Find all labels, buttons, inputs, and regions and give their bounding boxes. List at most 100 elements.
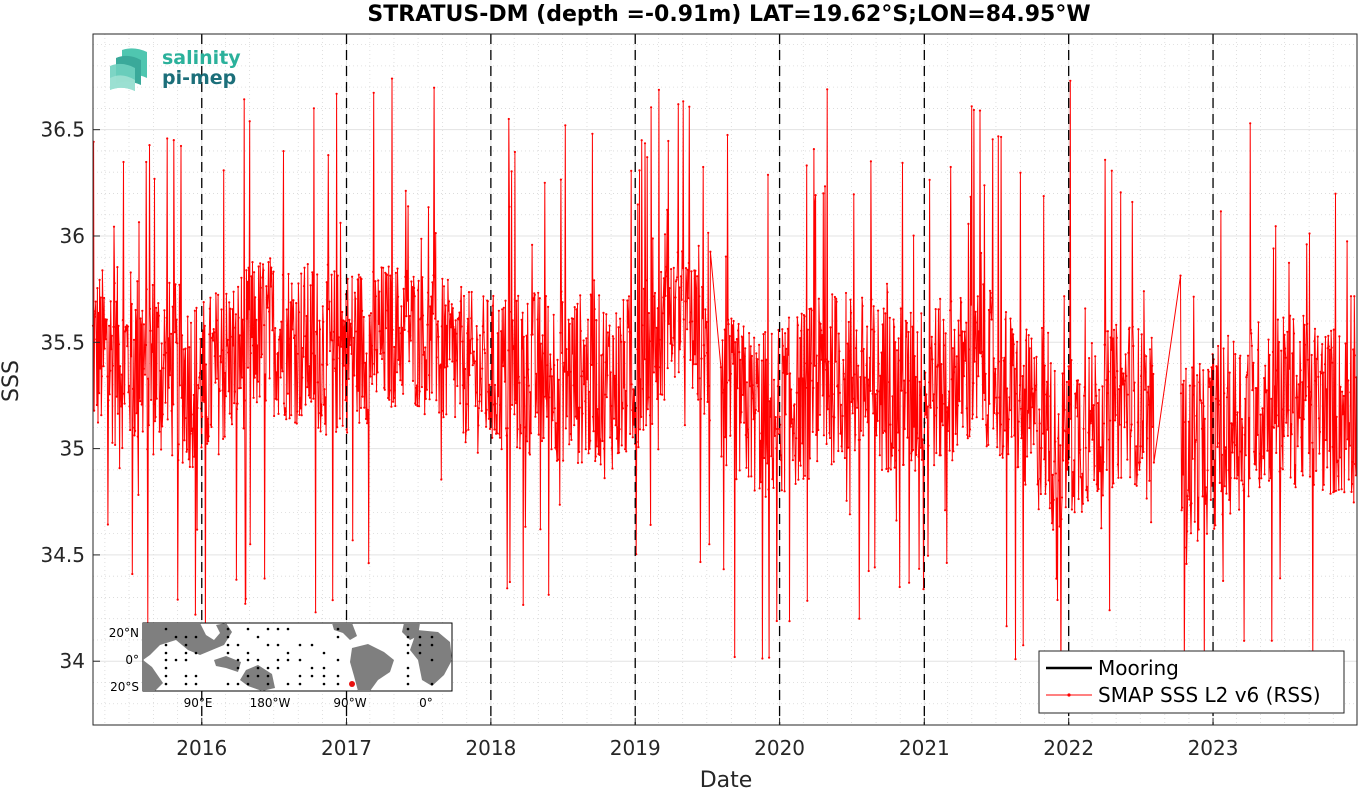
series-point-smap (1349, 295, 1353, 298)
series-point-smap (454, 319, 457, 322)
series-point-smap (348, 318, 351, 321)
series-point-smap (1307, 451, 1310, 455)
series-point-smap (193, 309, 196, 312)
series-point-smap (101, 308, 105, 311)
map-lat-label-20n: 20°N (109, 626, 139, 640)
series-point-smap (295, 302, 298, 305)
series-point-smap (1287, 261, 1291, 264)
series-point-smap (933, 414, 936, 417)
series-point-smap (103, 296, 106, 300)
series-point-smap (415, 384, 418, 387)
series-point-smap (854, 347, 858, 350)
series-point-smap (110, 334, 113, 337)
series-point-smap (538, 337, 541, 340)
series-point-smap (757, 410, 760, 413)
series-point-smap (944, 332, 947, 335)
series-point-smap (285, 308, 288, 311)
series-point-smap (158, 430, 161, 433)
series-point-smap (523, 376, 526, 379)
series-point-smap (817, 297, 821, 300)
series-point-smap (147, 377, 150, 380)
series-point-smap (1102, 460, 1105, 464)
series-point-smap (707, 384, 710, 388)
series-point-smap (939, 297, 942, 300)
series-point-smap (988, 289, 992, 292)
series-point-smap (413, 286, 416, 290)
series-point-smap (351, 539, 354, 542)
series-point-smap (1092, 404, 1095, 407)
series-point-smap (416, 404, 419, 408)
series-point-smap (294, 345, 297, 348)
series-point-smap (816, 460, 819, 463)
series-point-smap (904, 319, 907, 322)
series-point-smap (1152, 461, 1155, 464)
series-point-smap (599, 463, 602, 466)
series-point-smap (505, 427, 508, 430)
series-point-smap (1214, 524, 1217, 527)
series-point-smap (473, 362, 476, 365)
series-point-smap (843, 378, 846, 381)
series-point-smap (276, 352, 279, 355)
series-point-smap (333, 367, 337, 370)
series-point-smap (163, 341, 167, 344)
series-point-smap (412, 275, 415, 278)
series-point-smap (689, 358, 692, 362)
series-point-smap (278, 335, 281, 338)
series-point-smap (1104, 330, 1107, 333)
series-point-smap (1276, 318, 1279, 321)
series-point-smap (264, 373, 267, 376)
series-point-smap (667, 139, 670, 143)
series-point-smap (115, 395, 118, 398)
series-point-smap (891, 395, 894, 398)
series-point-smap (349, 322, 352, 325)
series-point-smap (225, 292, 228, 295)
series-point-smap (1127, 351, 1130, 354)
series-point-smap (596, 408, 599, 411)
series-point-smap (697, 398, 700, 401)
series-point-smap (681, 267, 684, 270)
series-point-smap (1017, 420, 1020, 423)
series-point-smap (904, 391, 907, 394)
series-point-smap (756, 358, 759, 361)
series-point-smap (188, 346, 191, 349)
series-point-smap (948, 449, 951, 452)
series-point-smap (837, 332, 840, 335)
series-point-smap (670, 359, 673, 362)
series-point-smap (380, 357, 384, 361)
series-point-smap (1044, 492, 1047, 495)
map-lon-label-90e: 90°E (184, 696, 213, 710)
series-point-smap (1076, 379, 1080, 382)
series-point-smap (1109, 419, 1112, 422)
series-point-smap (286, 324, 289, 327)
series-point-smap (1102, 422, 1106, 425)
series-point-smap (669, 342, 672, 345)
series-point-smap (1277, 425, 1280, 428)
series-point-smap (821, 334, 824, 337)
series-point-smap (120, 405, 123, 408)
series-point-smap (441, 277, 444, 280)
series-point-smap (115, 300, 118, 303)
series-point-smap (1046, 428, 1049, 431)
series-point-smap (371, 362, 374, 365)
series-point-smap (844, 395, 847, 398)
series-point-smap (811, 379, 814, 382)
series-point-smap (97, 311, 100, 315)
series-point-smap (430, 391, 433, 394)
series-point-smap (839, 432, 842, 435)
series-point-smap (671, 352, 674, 355)
series-point-smap (425, 388, 428, 391)
series-point-smap (1011, 328, 1014, 331)
series-point-smap (942, 344, 946, 347)
series-point-smap (795, 391, 798, 394)
series-point-smap (798, 459, 801, 462)
series-point-smap (95, 338, 98, 341)
inset-mooring-dot (164, 643, 168, 647)
series-point-smap (1064, 430, 1067, 433)
series-point-smap (131, 426, 134, 429)
inset-mooring-dot (418, 651, 422, 655)
series-point-smap (234, 313, 237, 316)
series-point-smap (1303, 323, 1306, 326)
series-point-smap (780, 459, 783, 462)
series-point-smap (902, 463, 905, 466)
series-point-smap (445, 324, 448, 327)
